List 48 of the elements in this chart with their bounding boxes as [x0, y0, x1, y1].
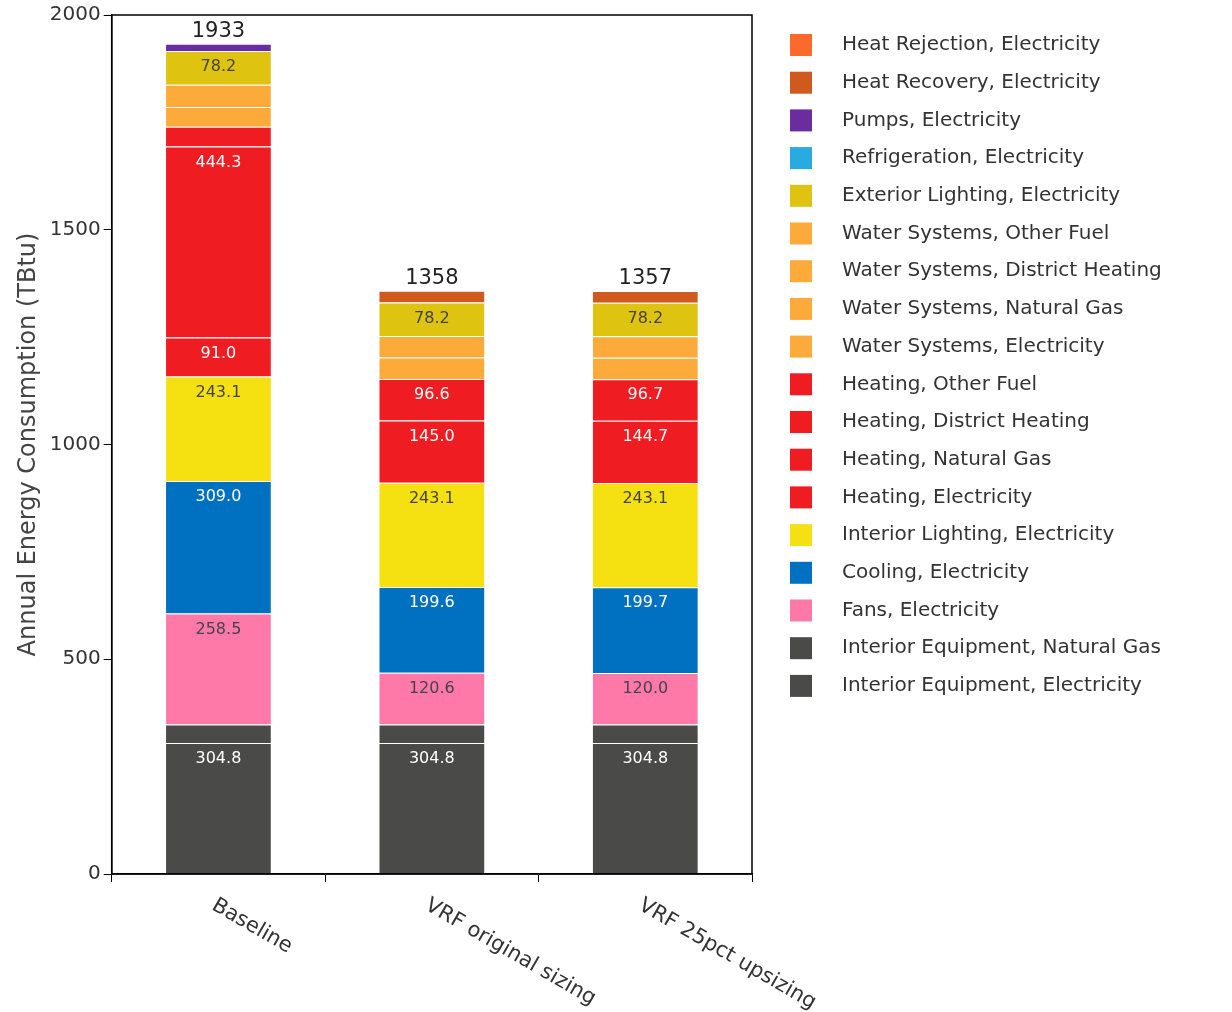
- data-label: 258.5: [195, 618, 242, 638]
- data-label: 120.0: [622, 678, 669, 698]
- y-tick-label: 500: [62, 645, 101, 670]
- legend-label: Heating, Other Fuel: [842, 370, 1038, 395]
- data-label: 91.0: [200, 342, 237, 362]
- legend-label: Fans, Electricity: [842, 596, 1000, 621]
- legend-label: Heating, Natural Gas: [842, 445, 1052, 470]
- legend-label: Interior Equipment, Electricity: [842, 672, 1143, 697]
- data-label: 304.8: [408, 748, 455, 768]
- y-tick-label: 1000: [49, 430, 101, 455]
- y-axis-title: Annual Energy Consumption (TBtu): [12, 232, 41, 657]
- data-label: 78.2: [414, 307, 450, 327]
- data-label: 145.0: [408, 425, 455, 445]
- legend-label: Heat Rejection, Electricity: [842, 31, 1101, 56]
- data-label: 304.8: [195, 748, 242, 768]
- data-label: 243.1: [195, 381, 242, 401]
- legend-label: Cooling, Electricity: [842, 559, 1030, 583]
- data-label: 120.6: [408, 677, 455, 697]
- legend-label: Exterior Lighting, Electricity: [842, 182, 1121, 206]
- data-label: 444.3: [195, 151, 242, 171]
- total-label: 1357: [618, 265, 673, 290]
- legend-label: Heating, District Heating: [842, 408, 1090, 433]
- data-label: 96.7: [627, 384, 664, 404]
- data-label: 96.6: [414, 384, 450, 404]
- data-label: 243.1: [408, 487, 455, 507]
- legend-label: Water Systems, Electricity: [842, 332, 1105, 357]
- legend-label: Water Systems, District Heating: [842, 257, 1162, 282]
- y-tick-label: 0: [87, 860, 101, 885]
- data-label: 199.7: [622, 592, 669, 612]
- data-label: 304.8: [622, 748, 669, 768]
- data-label: 144.7: [622, 425, 669, 445]
- legend-label: Water Systems, Natural Gas: [842, 295, 1124, 320]
- y-tick-label: 1500: [49, 215, 101, 240]
- total-label: 1358: [405, 264, 459, 289]
- legend-label: Interior Equipment, Natural Gas: [842, 634, 1161, 659]
- data-label: 78.2: [200, 56, 237, 76]
- data-label: 309.0: [195, 486, 242, 506]
- total-label: 1933: [191, 17, 246, 42]
- legend-label: Water Systems, Other Fuel: [842, 219, 1110, 244]
- legend-label: Interior Lighting, Electricity: [842, 521, 1115, 546]
- data-label: 199.6: [408, 592, 455, 612]
- data-label: 243.1: [622, 488, 669, 508]
- legend-label: Heat Recovery, Electricity: [842, 68, 1101, 93]
- legend-label: Heating, Electricity: [842, 483, 1033, 508]
- data-label: 78.2: [627, 307, 664, 327]
- legend-label: Refrigeration, Electricity: [842, 144, 1085, 169]
- y-tick-label: 2000: [49, 1, 101, 26]
- legend-label: Pumps, Electricity: [842, 106, 1022, 131]
